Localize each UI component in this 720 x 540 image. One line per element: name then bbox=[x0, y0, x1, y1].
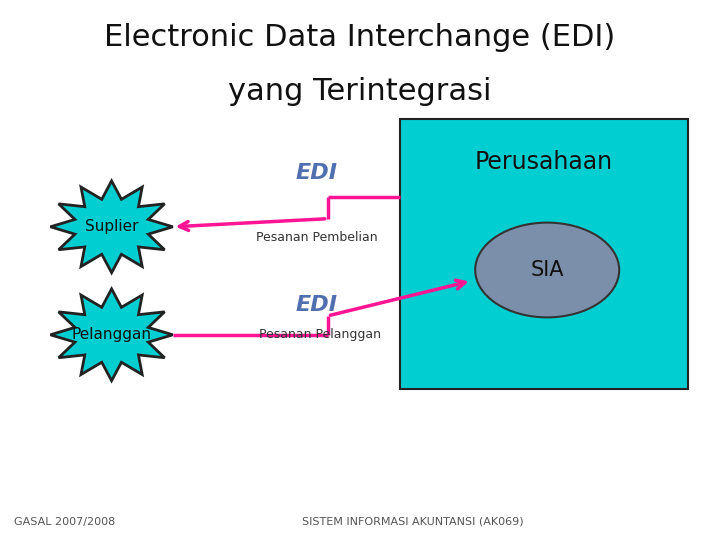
Text: yang Terintegrasi: yang Terintegrasi bbox=[228, 77, 492, 106]
Text: GASAL 2007/2008: GASAL 2007/2008 bbox=[14, 516, 116, 526]
Text: EDI: EDI bbox=[296, 163, 338, 183]
Text: SISTEM INFORMASI AKUNTANSI (AK069): SISTEM INFORMASI AKUNTANSI (AK069) bbox=[302, 516, 524, 526]
Text: Electronic Data Interchange (EDI): Electronic Data Interchange (EDI) bbox=[104, 23, 616, 52]
Text: Pelanggan: Pelanggan bbox=[71, 327, 152, 342]
Bar bbox=[400, 119, 688, 389]
Ellipse shape bbox=[475, 222, 619, 318]
Text: Pesanan Pelanggan: Pesanan Pelanggan bbox=[259, 328, 381, 341]
Polygon shape bbox=[50, 181, 173, 273]
Text: Pesanan Pembelian: Pesanan Pembelian bbox=[256, 231, 377, 244]
Text: Perusahaan: Perusahaan bbox=[474, 150, 613, 174]
Text: EDI: EDI bbox=[296, 295, 338, 315]
Polygon shape bbox=[50, 289, 173, 381]
Text: Suplier: Suplier bbox=[85, 219, 138, 234]
Text: SIA: SIA bbox=[531, 260, 564, 280]
